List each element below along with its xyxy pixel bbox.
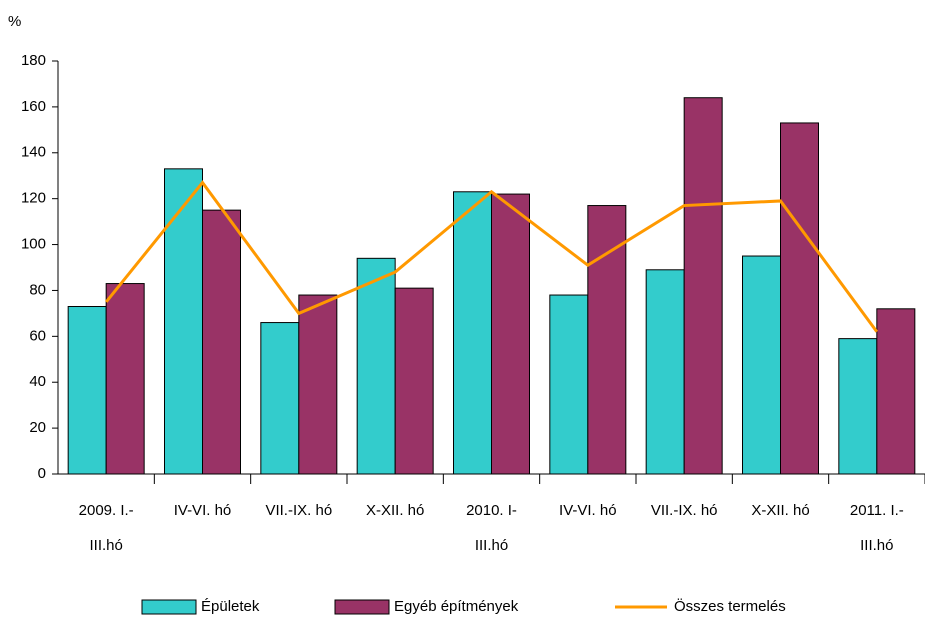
bar (549, 294, 589, 475)
bar (645, 269, 685, 475)
x-tick-label: X-XII. hó (751, 502, 809, 519)
bar (453, 191, 492, 475)
bar (298, 294, 338, 475)
x-tick-label: VII.-IX. hó (265, 502, 332, 519)
y-unit: % (8, 13, 21, 30)
legend-label: Épületek (201, 598, 260, 615)
y-tick-label: 40 (29, 373, 46, 390)
bar (587, 205, 627, 475)
x-tick-label: 2011. I.- (850, 502, 904, 519)
y-tick-label: 20 (29, 419, 46, 436)
line (104, 180, 879, 333)
bar (356, 257, 396, 475)
bar (876, 308, 916, 475)
bar (491, 193, 530, 475)
x-tick-label: 2010. I- (466, 502, 517, 519)
bar (394, 287, 434, 475)
y-tick-label: 160 (21, 98, 46, 115)
bar (164, 168, 203, 475)
bar (105, 283, 145, 475)
x-tick-label: III.hó (860, 537, 893, 554)
legend-label: Összes termelés (674, 597, 786, 615)
y-tick-label: 180 (21, 52, 46, 69)
x-tick-label: IV-VI. hó (559, 502, 617, 519)
x-tick-label: IV-VI. hó (174, 502, 232, 519)
y-tick-label: 100 (21, 236, 46, 253)
y-tick-label: 0 (38, 465, 46, 482)
y-tick-label: 120 (21, 190, 46, 207)
legend-swatch (141, 599, 197, 615)
y-tick-label: 80 (29, 281, 46, 298)
bar (838, 338, 878, 475)
y-tick-label: 60 (29, 327, 46, 344)
y-tick-label: 140 (21, 144, 46, 161)
x-tick-label: 2009. I.- (79, 502, 134, 519)
bar (67, 306, 107, 475)
bar (260, 322, 300, 475)
bar (742, 255, 781, 475)
bar (780, 122, 819, 475)
x-tick-label: VII.-IX. hó (651, 502, 718, 519)
x-tick-label: X-XII. hó (366, 502, 424, 519)
x-tick-label: III.hó (475, 537, 508, 554)
bar (202, 209, 241, 475)
bar (683, 97, 723, 475)
legend-label: Egyéb építmények (394, 598, 519, 615)
x-tick-label: III.hó (89, 537, 122, 554)
legend-swatch (334, 599, 390, 615)
